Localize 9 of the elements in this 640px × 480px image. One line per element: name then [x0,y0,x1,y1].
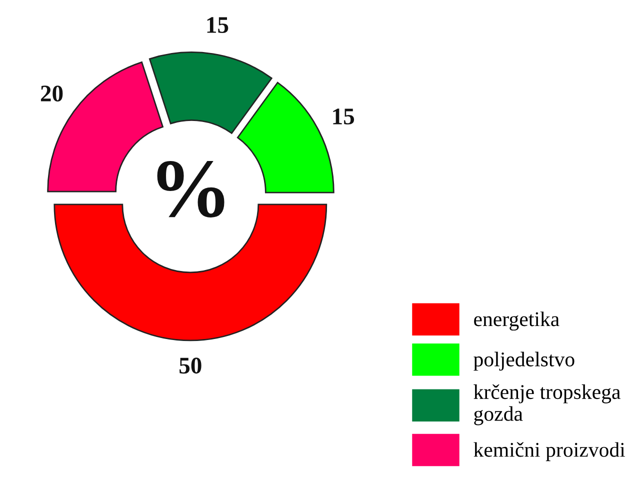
legend-label: poljedelstvo [474,352,574,371]
legend-label: kemični proizvodi [474,442,626,462]
data-label: 20 [40,86,63,102]
data-label: 50 [180,358,202,374]
legend-label: krčenje tropskega gozda [474,384,620,426]
data-label: 15 [207,17,228,33]
text: % [157,160,224,218]
legend-label: energetika [474,312,560,331]
data-label: 15 [333,108,354,124]
